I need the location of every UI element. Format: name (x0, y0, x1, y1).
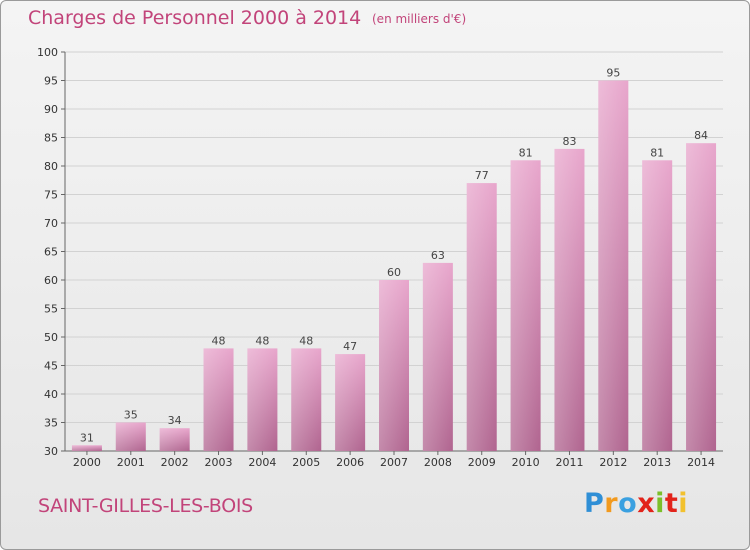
bar-highlight (115, 422, 146, 451)
x-tick-label: 2001 (117, 456, 145, 469)
bar-highlight (642, 160, 673, 452)
x-tick-label: 2007 (380, 456, 408, 469)
bar-highlight (159, 428, 190, 451)
y-tick-label: 30 (44, 445, 58, 458)
data-label: 47 (343, 340, 357, 353)
x-tick-label: 2012 (599, 456, 627, 469)
bar-highlight (203, 348, 234, 451)
data-label: 35 (124, 409, 138, 422)
x-tick-label: 2004 (248, 456, 276, 469)
bar-highlight (247, 348, 278, 451)
x-tick-label: 2002 (161, 456, 189, 469)
data-label: 48 (255, 334, 269, 347)
y-tick-label: 75 (44, 189, 58, 202)
data-label: 60 (387, 266, 401, 279)
data-label: 84 (694, 129, 708, 142)
y-tick-label: 70 (44, 217, 58, 230)
x-tick-label: 2011 (555, 456, 583, 469)
data-label: 31 (80, 431, 94, 444)
chart-unit: (en milliers d'€) (372, 12, 467, 26)
y-tick-label: 50 (44, 331, 58, 344)
bar-highlight (422, 262, 453, 451)
x-tick-label: 2014 (687, 456, 715, 469)
data-label: 34 (168, 414, 182, 427)
x-tick-label: 2006 (336, 456, 364, 469)
bar-highlight (554, 148, 585, 451)
y-tick-label: 55 (44, 303, 58, 316)
bar-highlight (291, 348, 322, 451)
x-tick-label: 2003 (205, 456, 233, 469)
data-label: 81 (650, 146, 664, 159)
x-tick-label: 2008 (424, 456, 452, 469)
y-tick-label: 35 (44, 417, 58, 430)
y-tick-label: 100 (37, 46, 58, 59)
data-label: 63 (431, 249, 445, 262)
data-label: 81 (519, 146, 533, 159)
proxiti-logo: Proxiti (584, 488, 689, 519)
bar-highlight (379, 280, 409, 451)
bar-highlight (71, 445, 102, 451)
x-tick-label: 2009 (468, 456, 496, 469)
commune-name: SAINT-GILLES-LES-BOIS (38, 495, 253, 517)
x-tick-label: 2010 (512, 456, 540, 469)
y-tick-label: 90 (44, 103, 58, 116)
data-label: 83 (562, 135, 576, 148)
bar-highlight (510, 160, 541, 452)
data-label: 48 (299, 334, 313, 347)
x-tick-label: 2000 (73, 456, 101, 469)
data-label: 77 (475, 169, 489, 182)
y-tick-label: 85 (44, 132, 58, 145)
x-tick-label: 2013 (643, 456, 671, 469)
data-label: 48 (212, 334, 226, 347)
y-tick-label: 80 (44, 160, 58, 173)
y-tick-label: 45 (44, 360, 58, 373)
bar-highlight (335, 354, 366, 451)
y-tick-label: 65 (44, 246, 58, 259)
chart-title: Charges de Personnel 2000 à 2014 (28, 7, 362, 29)
y-tick-label: 40 (44, 388, 58, 401)
bar-highlight (686, 143, 717, 451)
bar-highlight (466, 183, 497, 451)
data-label: 95 (606, 67, 620, 80)
x-tick-label: 2005 (292, 456, 320, 469)
bar-highlight (598, 80, 629, 451)
y-tick-label: 60 (44, 274, 58, 287)
y-tick-label: 95 (44, 75, 58, 88)
